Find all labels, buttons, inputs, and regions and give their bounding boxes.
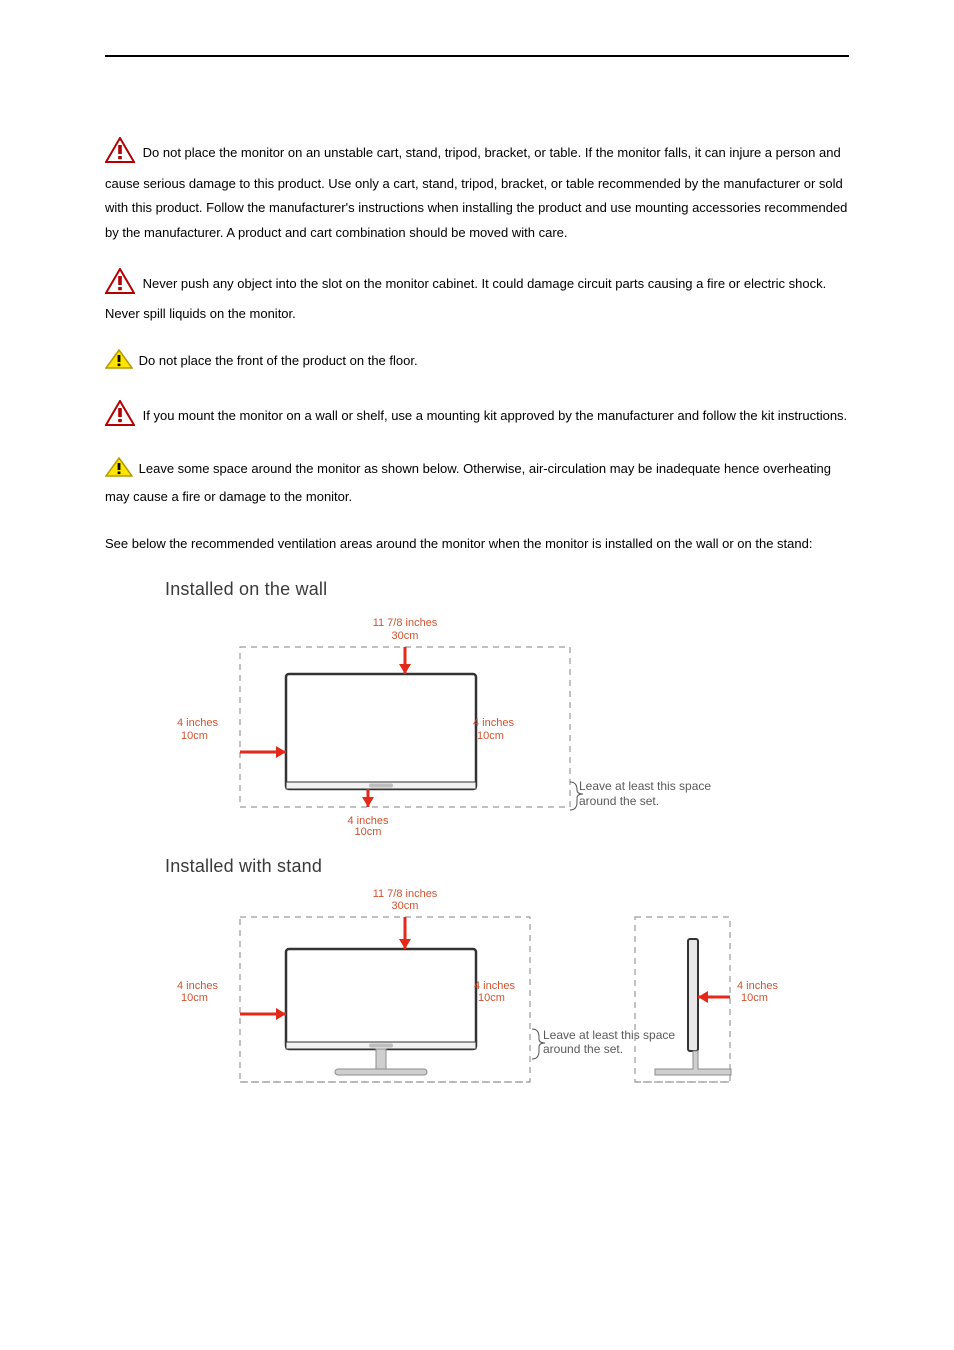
warning-5: Leave some space around the monitor as s… (105, 457, 849, 510)
stand-diagram-title: Installed with stand (165, 856, 735, 877)
top-rule (105, 55, 849, 57)
warning-1-text: Do not place the monitor on an unstable … (105, 145, 847, 240)
warning-icon-yellow (105, 349, 133, 378)
wall-right-label-2: 10cm (477, 730, 504, 742)
warning-5-text: Leave some space around the monitor as s… (105, 461, 831, 505)
warning-icon-yellow (105, 457, 133, 486)
warning-icon-red (105, 137, 135, 172)
warning-4: If you mount the monitor on a wall or sh… (105, 400, 849, 435)
ventilation-intro: See below the recommended ventilation ar… (105, 532, 849, 557)
wall-top-label-2: 30cm (392, 630, 419, 642)
stand-diagram: 11 7/8 inches 30cm 4 inches 10cm 4 inche… (165, 879, 785, 1089)
warning-icon-red (105, 268, 135, 303)
stand-side-label-1: 4 inches (737, 980, 778, 992)
wall-right-label-1: 4 inches (473, 717, 514, 729)
wall-top-label-1: 11 7/8 inches (373, 617, 438, 629)
wall-caption-2: around the set. (579, 794, 659, 808)
stand-mid-label-2: 10cm (478, 992, 505, 1004)
wall-left-label-1: 4 inches (177, 717, 218, 729)
warning-1: Do not place the monitor on an unstable … (105, 137, 849, 246)
stand-caption-1: Leave at least this space (543, 1028, 675, 1042)
warning-3: Do not place the front of the product on… (105, 349, 849, 378)
warning-icon-red (105, 400, 135, 435)
wall-diagram: 11 7/8 inches 30cm 4 inches 10cm 4 inche… (165, 602, 735, 837)
stand-left-label-2: 10cm (181, 992, 208, 1004)
wall-caption-1: Leave at least this space (579, 779, 711, 793)
warning-2-text: Never push any object into the slot on t… (105, 276, 826, 322)
warning-2: Never push any object into the slot on t… (105, 268, 849, 327)
wall-left-label-2: 10cm (181, 730, 208, 742)
stand-top-label-1: 11 7/8 inches (373, 888, 438, 900)
warning-4-text: If you mount the monitor on a wall or sh… (143, 408, 848, 423)
stand-mid-label-1: 4 inches (474, 980, 515, 992)
stand-left-label-1: 4 inches (177, 980, 218, 992)
stand-caption-2: around the set. (543, 1042, 623, 1056)
stand-top-label-2: 30cm (392, 900, 419, 912)
stand-side-label-2: 10cm (741, 992, 768, 1004)
warning-3-text: Do not place the front of the product on… (139, 353, 418, 368)
wall-bottom-label-2: 10cm (355, 826, 382, 837)
wall-diagram-title: Installed on the wall (165, 579, 735, 600)
